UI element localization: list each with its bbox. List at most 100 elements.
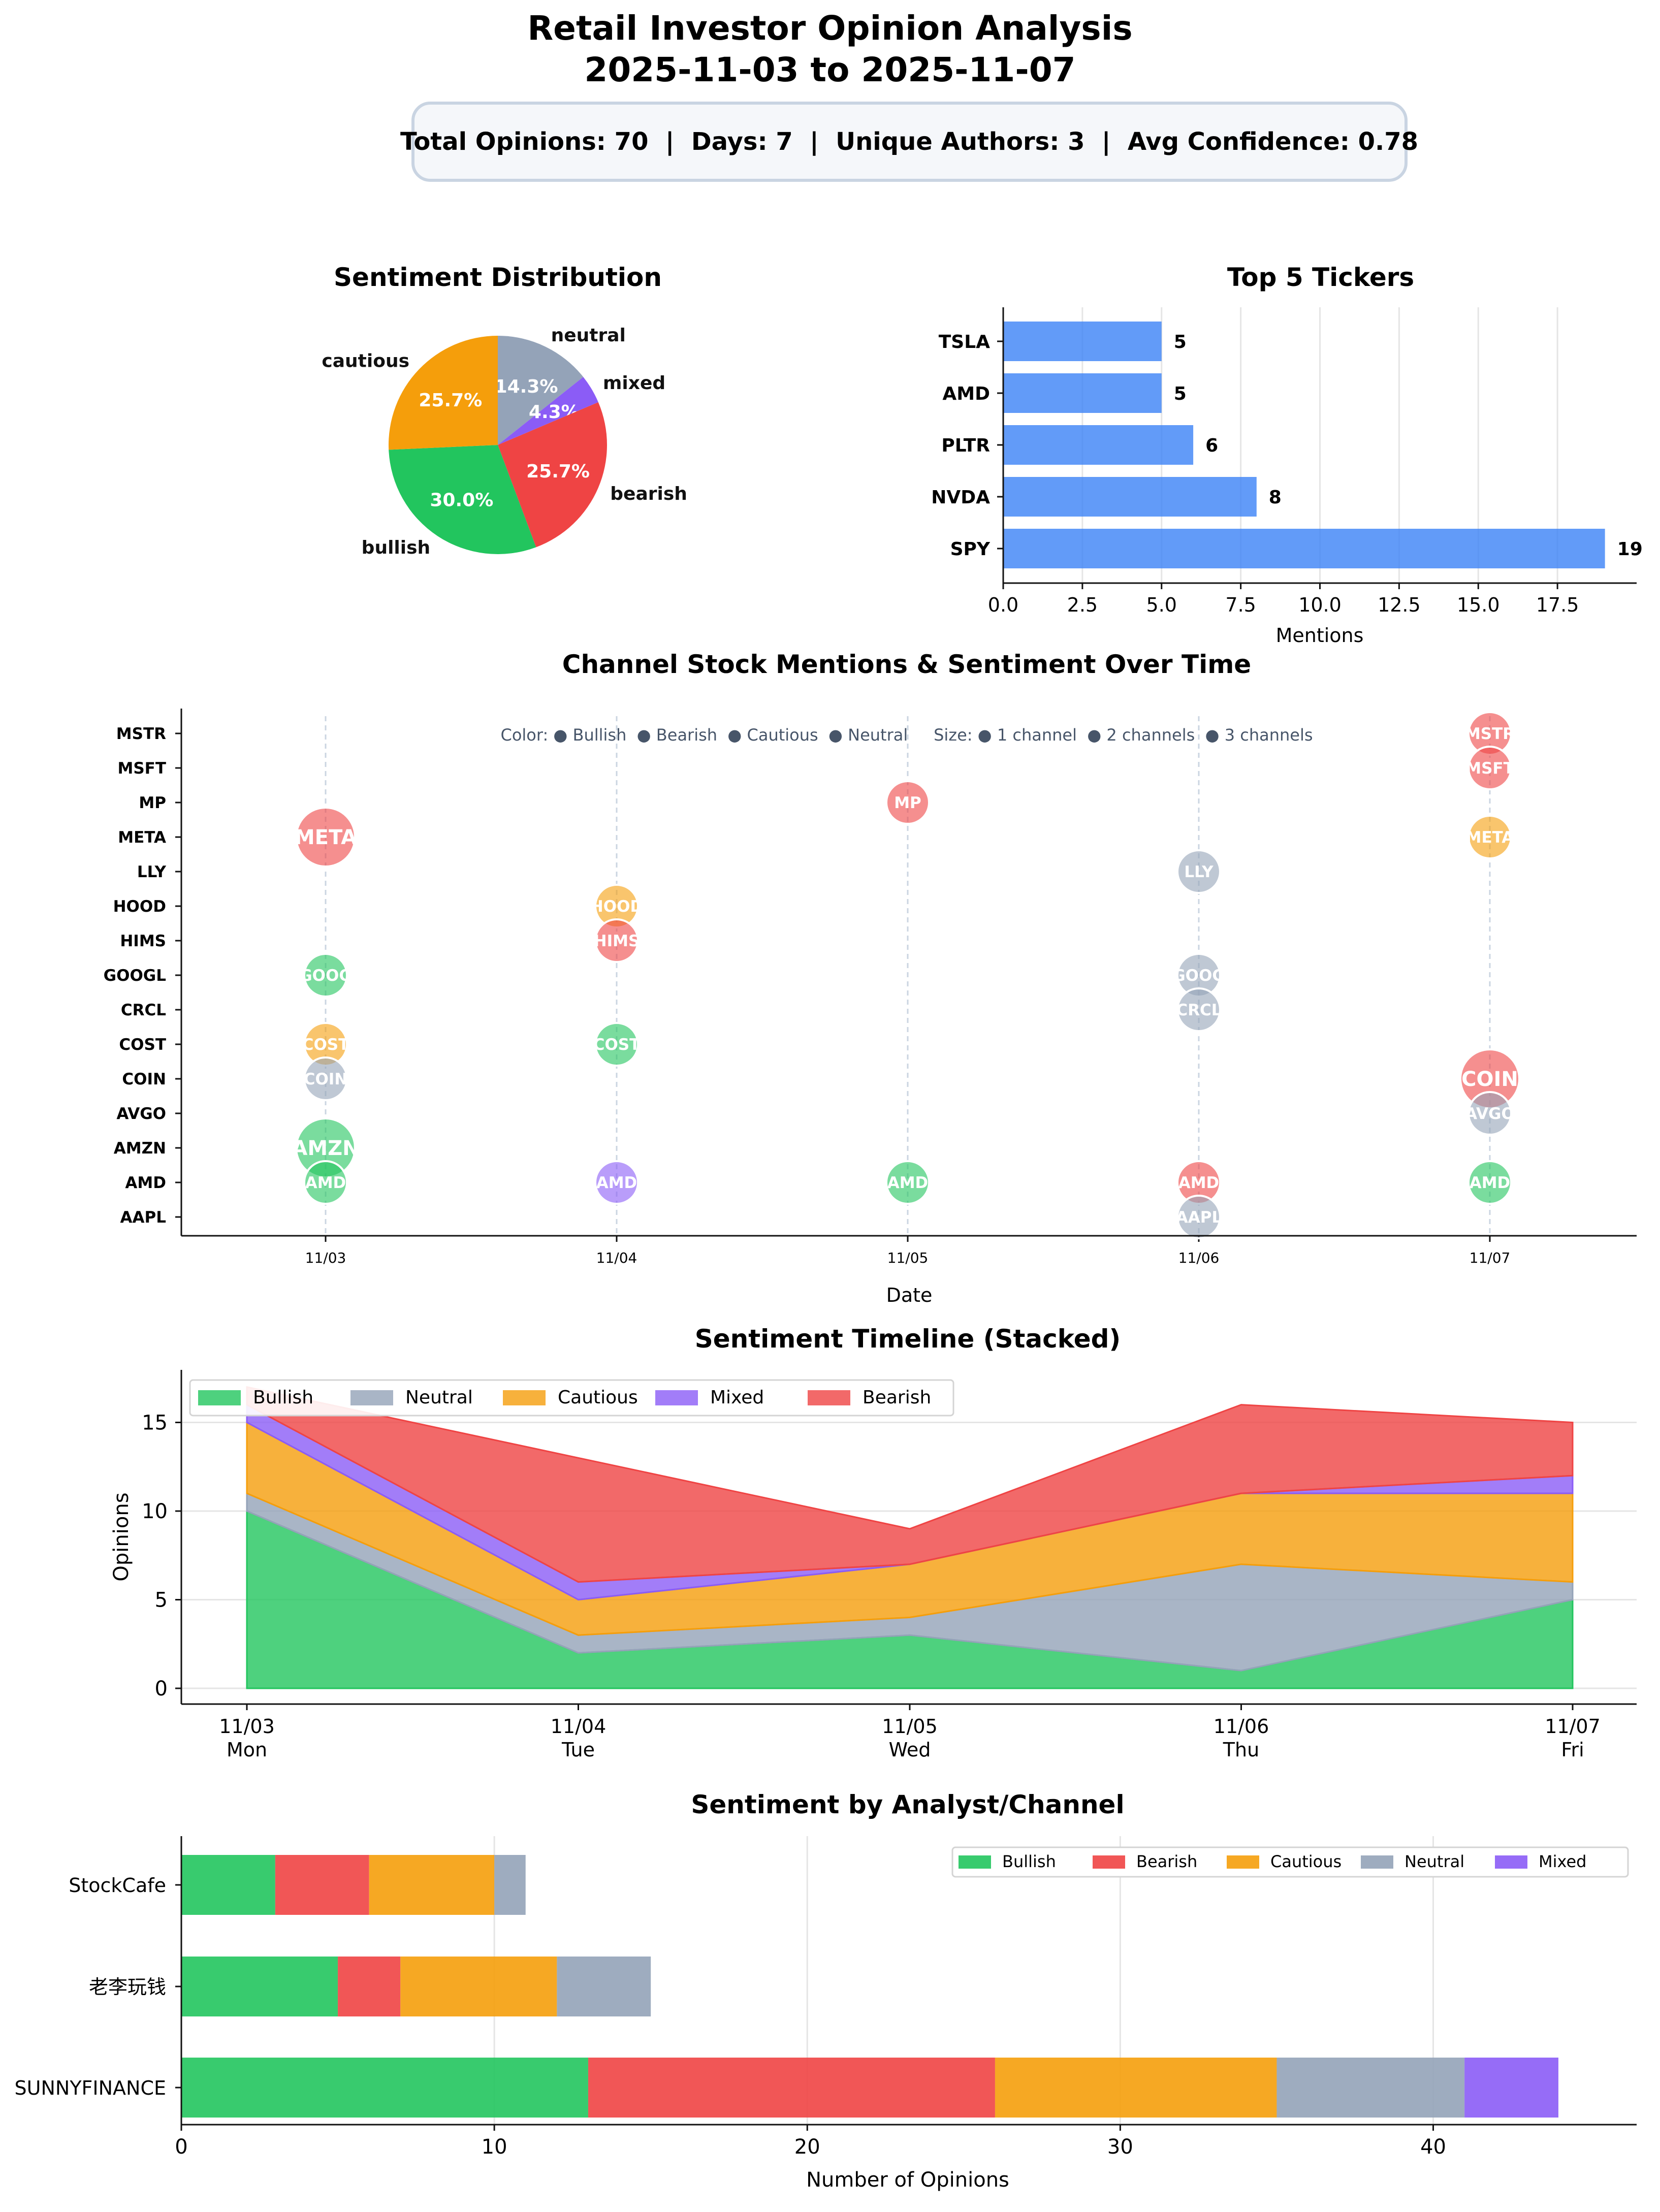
analyst-xtick-label: 40 [1420,2135,1446,2159]
mention-bubble-label: GOOG [299,967,352,985]
analyst-legend-swatch-neutral [1361,1855,1393,1869]
tickers-category-label: SPY [950,539,991,560]
mention-bubble [1467,815,1512,859]
analyst-category-label: 老李玩钱 [89,1976,166,1998]
mention-point-cost-11-03: COST [302,1022,349,1067]
pie-slice-bearish [498,402,608,548]
timeline-title: Sentiment Timeline (Stacked) [695,1324,1121,1354]
mention-point-mstr-11-07: MSTR [1465,711,1515,756]
analyst-category-label: StockCafe [69,1874,166,1897]
analyst-xtick-label: 20 [794,2135,820,2159]
analyst-title: Sentiment by Analyst/Channel [691,1790,1124,1819]
summary-text: Total Opinions: 70 | Days: 7 | Unique Au… [400,127,1418,156]
tickers-xlabel: Mentions [1276,624,1364,647]
mention-point-amd-11-03: AMD [303,1160,348,1205]
tickers-bar-NVDA [1003,477,1257,517]
mention-point-googl-11-03: GOOG [299,953,352,998]
tickers-xtick-label: 15.0 [1457,594,1500,616]
mention-bubble-label: AMD [305,1174,346,1192]
timeline-weekday-label: Mon [227,1739,267,1761]
tickers-xtick-label: 17.5 [1536,594,1579,616]
mention-point-amzn-11-03: AMZN [292,1117,360,1178]
mentions-ticker-label: CRCL [121,1001,166,1019]
timeline-date-label: 11/03 [219,1715,275,1738]
timeline-date-label: 11/07 [1545,1715,1601,1738]
timeline-legend-swatch-neutral [350,1390,393,1405]
pie-pct-cautious: 25.7% [419,390,482,411]
sentiment-distribution-chart: Sentiment Distribution 14.3%neutral4.3%m… [322,263,687,558]
mentions-ticker-label: META [118,828,166,847]
timeline-legend-swatch-bearish [808,1390,850,1405]
mentions-ticker-label: HIMS [120,932,166,950]
mentions-ticker-label: COIN [122,1070,166,1088]
mention-bubble [594,1160,639,1205]
mention-bubble-label: AMD [1470,1174,1511,1192]
tickers-bar-SPY [1003,529,1605,568]
timeline-legend-label: Cautious [558,1387,638,1408]
analyst-bar-bearish [275,1855,369,1915]
analyst-legend-box [951,1846,1629,1878]
timeline-weekday-label: Fri [1561,1739,1584,1761]
mentions-ticker-label: HOOD [113,897,166,916]
pie-label-neutral: neutral [551,325,626,346]
mention-bubble-label: HIMS [594,932,640,950]
mention-bubble-label: AMZN [292,1137,359,1160]
tickers-value-label: 5 [1174,383,1187,404]
mention-bubble-label: MSTR [1465,725,1515,743]
analyst-bar-bullish [181,2058,588,2118]
mention-bubble [885,780,930,825]
timeline-date-label: 11/06 [1214,1715,1269,1738]
timeline-legend-label: Bearish [863,1387,931,1408]
mention-bubble [594,918,639,963]
mention-bubble [1176,1195,1221,1239]
tickers-value-label: 8 [1269,487,1282,508]
timeline-legend-swatch-cautious [503,1390,546,1405]
mentions-ticker-label: LLY [137,863,167,881]
figure-title-line1: Retail Investor Opinion Analysis [527,9,1132,48]
analyst-legend-swatch-bullish [959,1855,991,1869]
mention-point-meta-11-07: META [1466,815,1514,859]
timeline-legend-label: Bullish [253,1387,313,1408]
analyst-legend-swatch-bearish [1093,1855,1125,1869]
mentions-date-label: 11/07 [1470,1249,1511,1266]
timeline-legend-box [189,1379,954,1417]
pie-pct-bearish: 25.7% [526,461,590,482]
tickers-bar-AMD [1003,373,1162,413]
tickers-title: Top 5 Tickers [1227,263,1414,292]
mention-point-msft-11-07: MSFT [1465,746,1514,790]
mention-bubble-label: META [295,826,357,849]
mention-bubble-label: CRCL [1176,1001,1221,1019]
mentions-date-label: 11/03 [305,1249,346,1266]
mentions-ticker-label: AVGO [116,1105,166,1123]
tickers-xtick-label: 10.0 [1298,594,1342,616]
mentions-date-label: 11/06 [1178,1249,1220,1266]
mention-point-coin-11-07: COIN [1459,1048,1520,1109]
mention-point-avgo-11-07: AVGO [1465,1091,1515,1136]
pie-pct-bullish: 30.0% [430,490,493,511]
mention-point-aapl-11-06: AAPL [1176,1195,1222,1239]
mention-bubble [1467,746,1512,790]
pie-slice-neutral [498,336,584,445]
mention-bubble-label: MSFT [1465,759,1514,778]
timeline-legend-swatch-bullish [198,1390,241,1405]
mention-bubble [303,1056,348,1101]
tickers-bar-TSLA [1003,322,1162,361]
analyst-xtick-label: 30 [1107,2135,1133,2159]
analyst-bar-cautious [995,2058,1277,2118]
figure-title-line2: 2025-11-03 to 2025-11-07 [584,50,1075,89]
tickers-xtick-label: 5.0 [1146,594,1177,616]
mentions-ticker-label: MSTR [116,725,166,743]
mentions-xlabel: Date [886,1284,933,1306]
mentions-ticker-label: AAPL [120,1208,166,1227]
mention-bubble [1176,987,1221,1032]
timeline-legend-label: Neutral [405,1387,473,1408]
mention-bubble-label: META [1466,828,1514,847]
sentiment-timeline-chart: Sentiment Timeline (Stacked) 0 5 10 15 11/03… [110,1324,1637,1761]
timeline-ylabel: Opinions [110,1492,133,1581]
analyst-bar-neutral [494,1855,526,1915]
mention-bubble-label: MP [894,794,921,812]
mention-bubble [1467,1091,1512,1136]
analyst-bar-bullish [181,1855,275,1915]
analyst-legend-swatch-cautious [1227,1855,1259,1869]
mention-point-meta-11-03: META [295,807,357,868]
